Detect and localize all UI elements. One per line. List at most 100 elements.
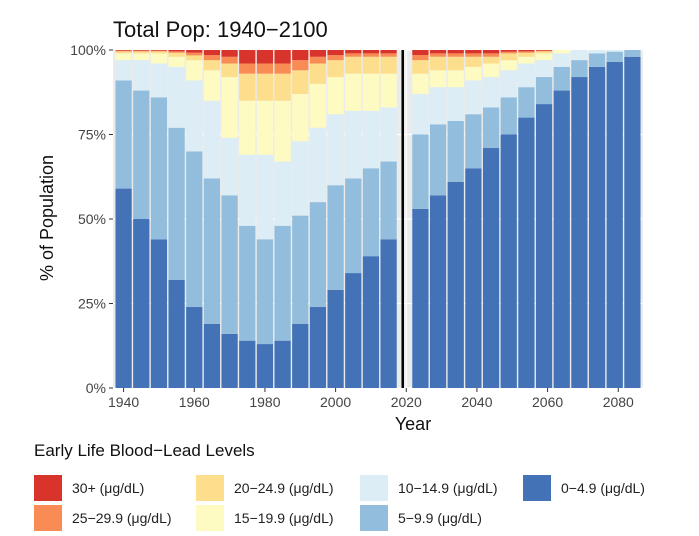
bar-segment-2054-0 [518,117,535,388]
bar-segment-2005-1 [345,178,362,274]
legend-swatch [196,475,224,501]
bar-1950 [150,50,168,388]
bar-segment-2059-3 [535,53,553,61]
x-tick-label: 1980 [249,394,280,410]
bar-segment-2064-0 [553,90,570,388]
bar-segment-1995-0 [309,306,327,388]
bar-segment-2029-3 [429,70,447,88]
bar-segment-1940-1 [115,80,132,189]
bar-segment-2015-3 [380,73,397,108]
bar-2034 [447,50,464,388]
legend-swatch [360,505,388,531]
legend-label: 0−4.9 (μg/dL) [561,480,645,496]
bar-segment-1980-1 [256,239,274,345]
bar-segment-2015-0 [380,239,397,388]
bar-segment-2049-6 [500,50,517,52]
x-tick-label: 2000 [320,394,351,410]
bar-segment-2029-5 [429,53,447,57]
bar-1980 [256,50,274,388]
bar-segment-2044-5 [482,53,500,57]
bar-segment-2059-6 [535,50,553,51]
bar-1945 [133,50,150,388]
bar-segment-2000-0 [327,289,344,388]
bar-segment-2024-5 [412,55,429,61]
legend-swatch [34,505,62,531]
bar-segment-2039-1 [465,114,482,169]
bar-segment-2000-3 [327,77,344,115]
bar-segment-1975-2 [239,154,256,226]
bar-segment-2000-2 [327,114,344,186]
bar-segment-1940-5 [115,50,132,52]
bar-segment-2039-4 [465,56,482,67]
bar-segment-2059-2 [535,60,553,78]
bar-segment-2074-2 [588,50,606,54]
chart-title: Total Pop: 1940−2100 [113,17,328,42]
bar-segment-2079-1 [606,51,623,62]
bar-segment-1970-3 [221,77,238,138]
bar-segment-1950-5 [150,50,168,52]
bar-2064 [553,50,570,388]
bar-segment-2000-1 [327,185,344,290]
bar-segment-1945-4 [133,51,150,54]
bar-segment-1985-0 [274,340,291,388]
bar-segment-2024-6 [412,50,429,56]
bar-segment-1995-5 [309,56,327,64]
x-tick-label: 2060 [532,394,563,410]
bar-segment-1975-0 [239,340,256,388]
bar-segment-1980-0 [256,344,274,388]
bar-segment-1970-1 [221,195,238,334]
bar-segment-2039-3 [465,66,482,81]
bar-segment-1960-5 [186,52,203,56]
bar-segment-1975-6 [239,50,256,64]
bar-segment-2074-1 [588,53,606,67]
legend-item: 5−9.9 (μg/dL) [360,505,482,531]
bar-segment-1975-3 [239,100,256,155]
y-tick-label: 25% [78,296,106,312]
bar-segment-2054-6 [518,50,535,52]
bar-segment-2010-6 [362,50,380,54]
bar-segment-1965-0 [203,323,221,388]
x-axis-ticks: 1940 1960 1980 2000 2020 2040 2060 2080 [108,388,634,410]
bar-segment-2044-2 [482,77,500,108]
bar-segment-1950-4 [150,51,168,54]
bar-segment-1955-6 [168,50,185,52]
bar-segment-2034-2 [447,87,464,121]
bar-segment-1955-0 [168,279,185,388]
legend-label: 5−9.9 (μg/dL) [398,510,482,526]
bar-segment-2044-4 [482,56,500,64]
x-tick-label: 2040 [461,394,492,410]
legend-label: 20−24.9 (μg/dL) [234,480,334,496]
x-tick-label: 1960 [179,394,210,410]
bar-segment-1970-0 [221,333,238,388]
bar-segment-1950-3 [150,53,168,64]
legend-title: Early Life Blood−Lead Levels [34,441,255,460]
bar-segment-2074-0 [588,66,606,389]
bar-segment-2005-0 [345,273,362,388]
bar-segment-2084-1 [624,50,641,57]
legend-swatch [196,505,224,531]
bar-segment-2049-3 [500,60,517,71]
bar-segment-2039-0 [465,168,482,388]
bar-2005 [345,50,362,388]
legend-swatch [360,475,388,501]
bar-2084 [624,50,641,388]
bar-segment-1950-2 [150,63,168,98]
bar-segment-1940-3 [115,53,132,61]
bar-segment-2024-2 [412,93,429,135]
bar-segment-1995-2 [309,127,327,203]
y-axis-title: % of Population [37,155,57,281]
y-tick-label: 50% [78,211,106,227]
bar-segment-2039-2 [465,80,482,115]
bar-segment-2010-4 [362,56,380,74]
bar-1985 [274,50,291,388]
bar-segment-1990-6 [292,50,309,61]
bar-segment-2015-2 [380,107,397,162]
bar-2069 [571,50,588,388]
bar-segment-2005-6 [345,50,362,54]
bar-segment-2044-0 [482,148,500,388]
bar-segment-2054-5 [518,51,535,53]
bar-segment-1960-1 [186,151,203,307]
bar-segment-2029-0 [429,195,447,388]
bar-1960 [186,50,203,388]
bar-segment-2005-5 [345,53,362,57]
